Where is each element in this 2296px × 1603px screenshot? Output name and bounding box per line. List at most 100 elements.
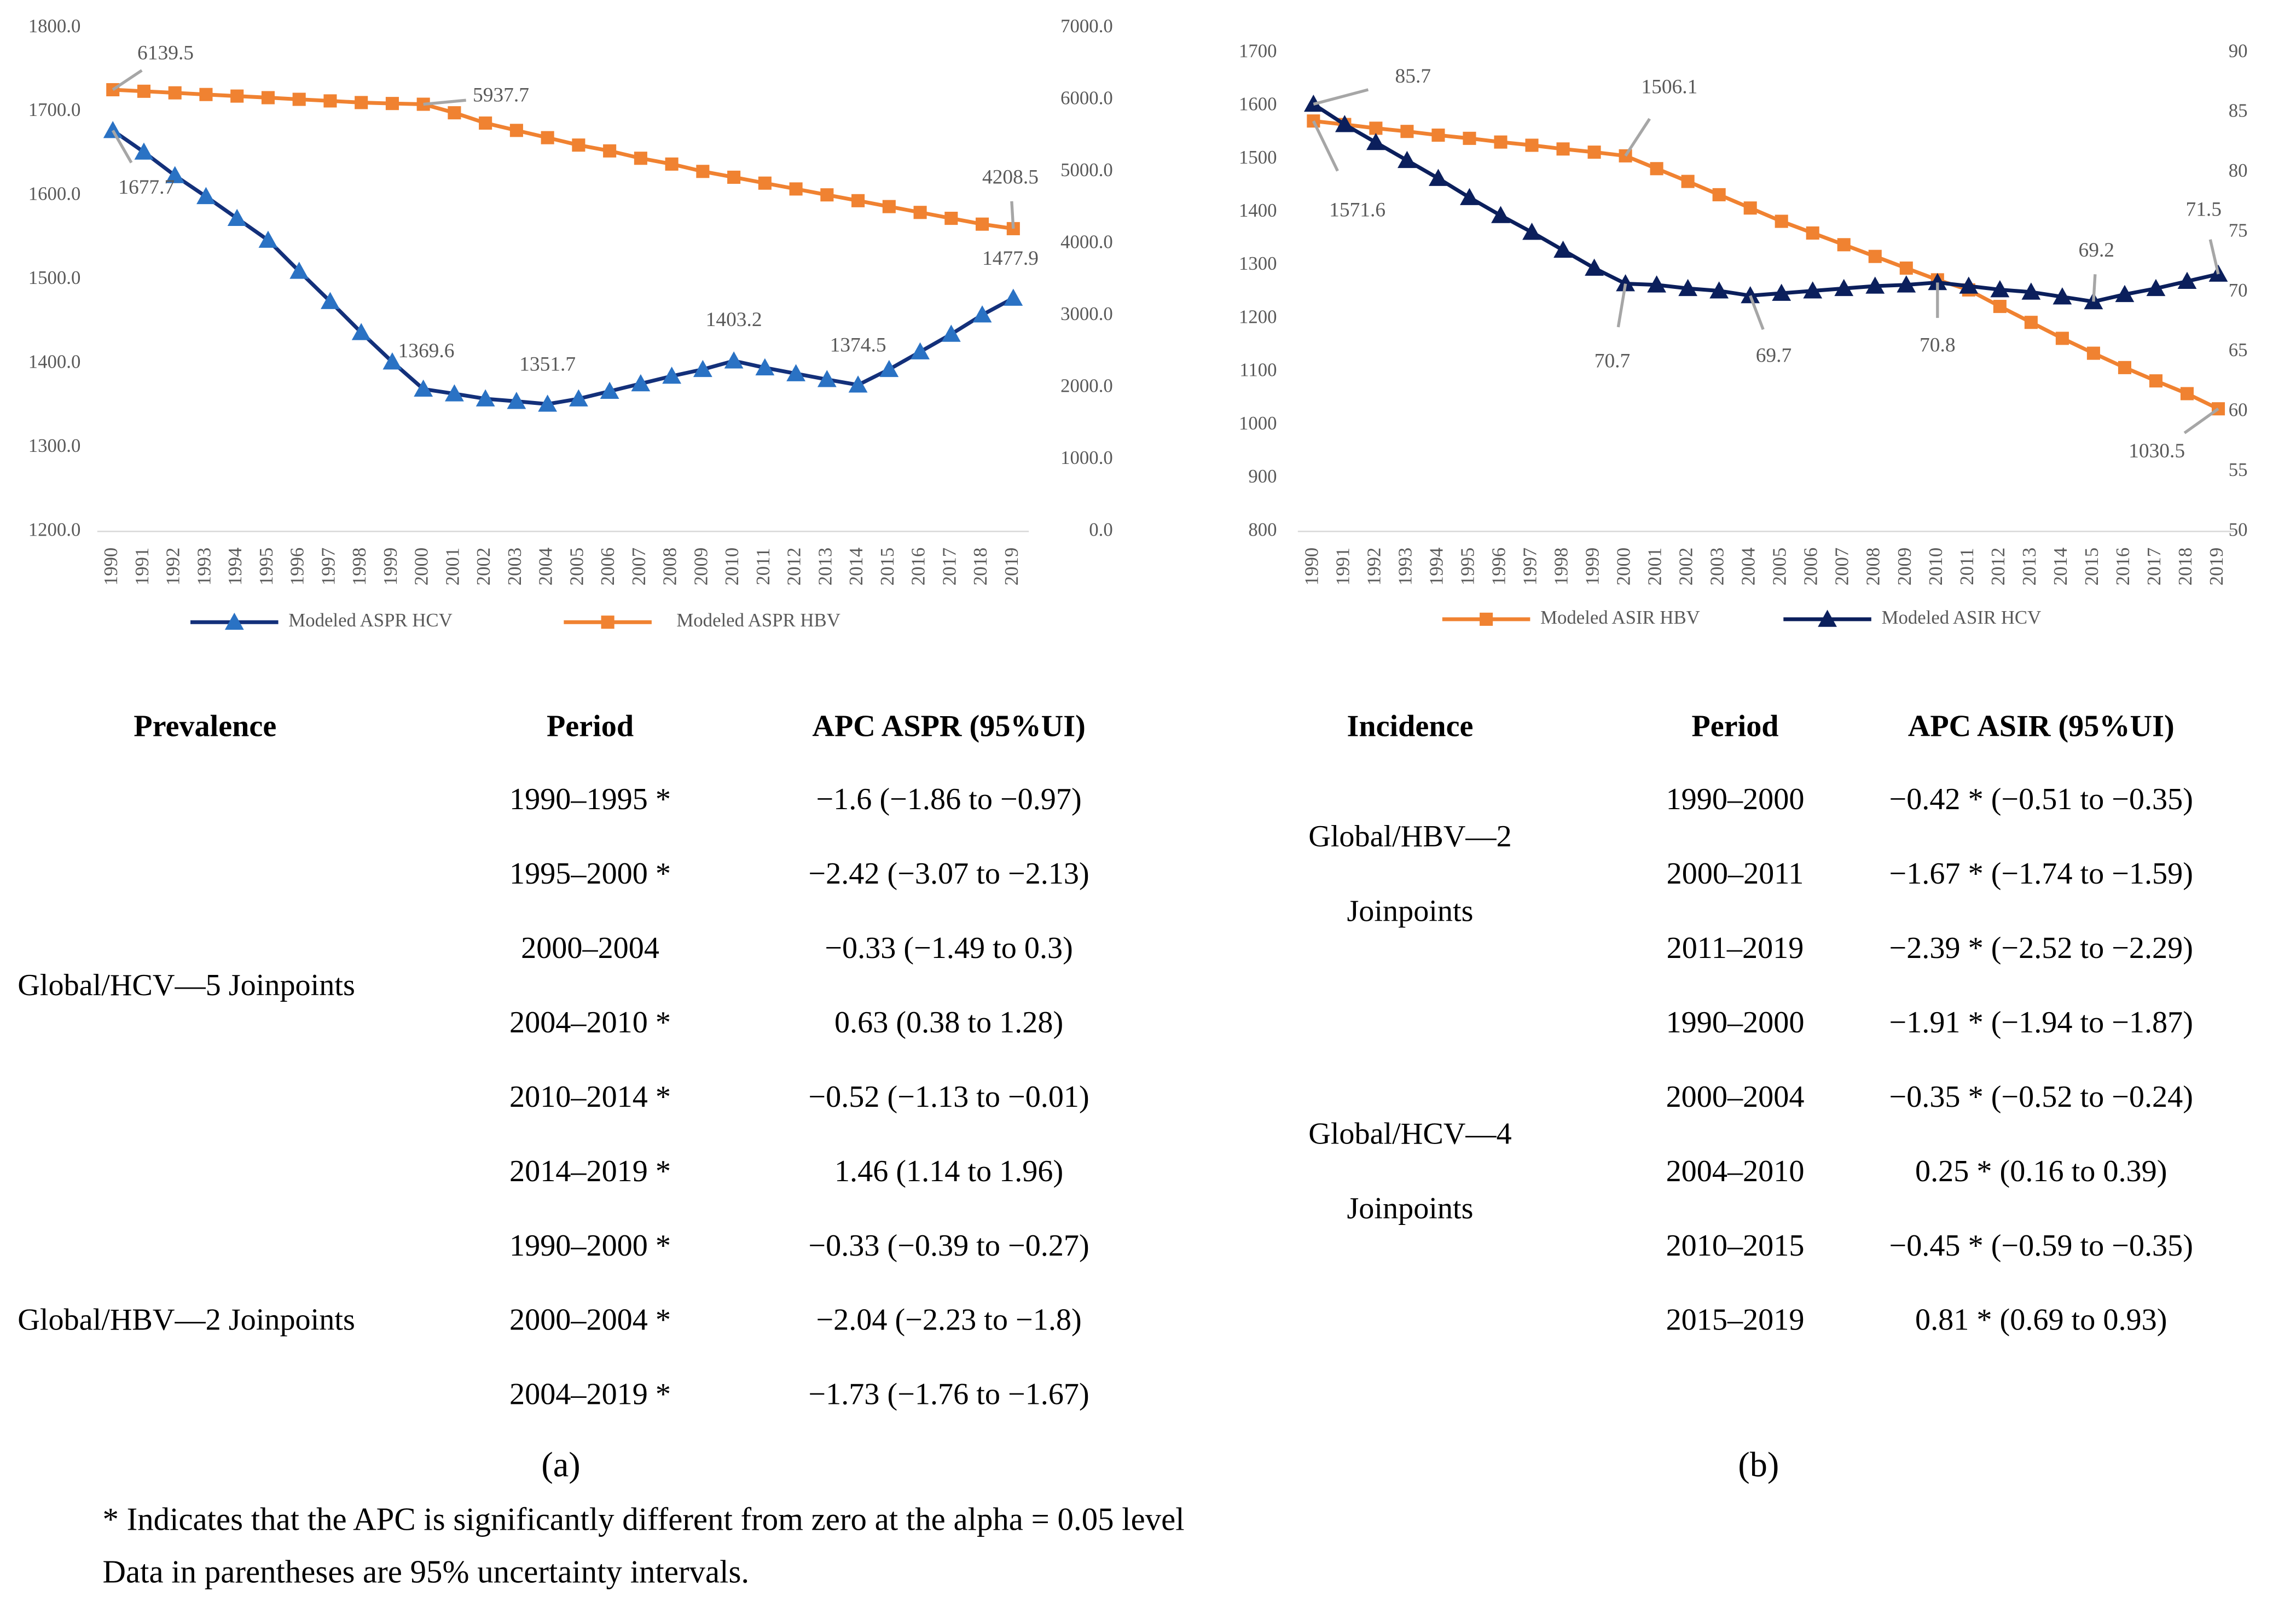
marker xyxy=(600,381,619,399)
marker xyxy=(1865,276,1885,294)
group-label: Global/HCV—5 Joinpoints xyxy=(18,968,355,1002)
group-label: Global/HBV—2 xyxy=(1308,820,1511,853)
marker xyxy=(758,176,772,190)
marker xyxy=(509,124,523,137)
marker xyxy=(1460,188,1479,205)
legend-label: Modeled ASIR HCV xyxy=(1882,607,2042,628)
marker xyxy=(665,157,679,171)
x-tick-label: 1995 xyxy=(256,548,277,586)
x-tick-label: 2014 xyxy=(845,548,867,586)
table-header: Period xyxy=(547,709,634,743)
marker xyxy=(820,188,834,202)
y2-tick-label: 75 xyxy=(2229,219,2248,241)
marker xyxy=(1993,300,2007,313)
y2-tick-label: 3000.0 xyxy=(1060,303,1113,324)
marker xyxy=(289,262,309,279)
y2-tick-label: 50 xyxy=(2229,519,2248,540)
x-tick-label: 2003 xyxy=(1707,548,1728,586)
x-tick-label: 2012 xyxy=(1987,548,2009,586)
y2-tick-label: 85 xyxy=(2229,100,2248,121)
table-cell: 0.81 * (0.69 to 0.93) xyxy=(1915,1303,2167,1337)
footnote: Data in parentheses are 95% uncertainty … xyxy=(102,1554,749,1590)
leader-line xyxy=(1624,118,1651,157)
marker xyxy=(199,88,213,101)
marker xyxy=(944,212,958,225)
x-tick-label: 2005 xyxy=(566,548,587,586)
marker xyxy=(976,217,989,231)
y2-tick-label: 90 xyxy=(2229,40,2248,61)
table-cell: −0.45 * (−0.59 to −0.35) xyxy=(1889,1229,2193,1263)
table-cell: 2000–2004 * xyxy=(509,1303,671,1337)
table-cell: 1990–2000 * xyxy=(509,1229,671,1263)
x-tick-label: 2016 xyxy=(2112,548,2133,586)
x-tick-label: 1999 xyxy=(380,548,401,586)
table-cell: 1990–2000 xyxy=(1666,782,1805,816)
data-label: 70.7 xyxy=(1595,350,1631,373)
series-line xyxy=(113,88,1014,231)
x-tick-label: 1990 xyxy=(1301,548,1322,586)
marker xyxy=(2021,282,2041,300)
legend-marker xyxy=(1480,612,1493,626)
y-tick-label: 1600.0 xyxy=(28,183,81,205)
marker xyxy=(851,194,865,207)
x-tick-label: 2011 xyxy=(1956,548,1978,585)
x-tick-label: 2010 xyxy=(721,548,743,586)
leader-line xyxy=(2183,408,2219,434)
marker xyxy=(414,379,433,397)
table-cell: −0.33 (−1.49 to 0.3) xyxy=(825,931,1073,965)
table-cell: 2000–2004 xyxy=(521,931,659,965)
x-tick-label: 1993 xyxy=(1394,548,1416,586)
x-tick-label: 2015 xyxy=(877,548,898,586)
x-tick-label: 1999 xyxy=(1582,548,1603,586)
x-tick-label: 2010 xyxy=(1925,548,1946,586)
x-tick-label: 2012 xyxy=(784,548,805,586)
y-tick-label: 1100 xyxy=(1239,359,1277,381)
y-tick-label: 1700 xyxy=(1239,40,1277,61)
x-tick-label: 2004 xyxy=(1738,548,1759,586)
marker xyxy=(261,91,275,104)
x-tick-label: 2007 xyxy=(1831,548,1853,586)
marker xyxy=(1775,214,1788,228)
table-cell: 2015–2019 xyxy=(1666,1303,1805,1337)
y2-tick-label: 55 xyxy=(2229,459,2248,480)
x-tick-label: 2013 xyxy=(2019,548,2040,586)
marker xyxy=(1525,138,1539,152)
table-cell: −1.73 (−1.76 to −1.67) xyxy=(808,1378,1089,1412)
marker xyxy=(1398,150,1417,169)
marker xyxy=(355,96,368,109)
x-tick-label: 1992 xyxy=(163,548,184,586)
leader-line xyxy=(112,69,143,91)
marker xyxy=(1463,131,1476,145)
series-line xyxy=(112,129,1014,406)
x-tick-label: 2000 xyxy=(1613,548,1634,586)
group-label: Joinpoints xyxy=(1347,894,1473,928)
data-label: 1374.5 xyxy=(830,334,886,357)
x-tick-label: 2005 xyxy=(1769,548,1790,586)
y-tick-label: 1400.0 xyxy=(28,351,81,372)
data-label: 69.2 xyxy=(2078,239,2114,262)
marker xyxy=(1741,286,1760,304)
x-tick-label: 1991 xyxy=(131,548,153,586)
x-tick-label: 1990 xyxy=(100,548,121,586)
marker xyxy=(103,121,123,138)
y-tick-label: 1200 xyxy=(1239,306,1277,327)
table-cell: −0.42 * (−0.51 to −0.35) xyxy=(1889,782,2193,816)
marker xyxy=(476,389,495,406)
table-cell: 2011–2019 xyxy=(1667,931,1804,965)
marker xyxy=(2180,387,2194,400)
legend-marker xyxy=(224,612,244,630)
y-tick-label: 1400 xyxy=(1239,200,1277,221)
marker xyxy=(196,187,216,205)
marker xyxy=(541,131,554,144)
marker xyxy=(385,97,399,111)
leader-line xyxy=(1749,295,1765,330)
group-label: Global/HBV—2 Joinpoints xyxy=(18,1303,355,1337)
marker xyxy=(538,394,558,412)
x-tick-label: 1997 xyxy=(317,548,339,586)
marker xyxy=(1681,175,1695,188)
marker xyxy=(913,206,927,219)
x-tick-label: 2017 xyxy=(938,548,960,586)
marker xyxy=(882,200,896,213)
table-cell: 2004–2010 xyxy=(1666,1154,1805,1188)
